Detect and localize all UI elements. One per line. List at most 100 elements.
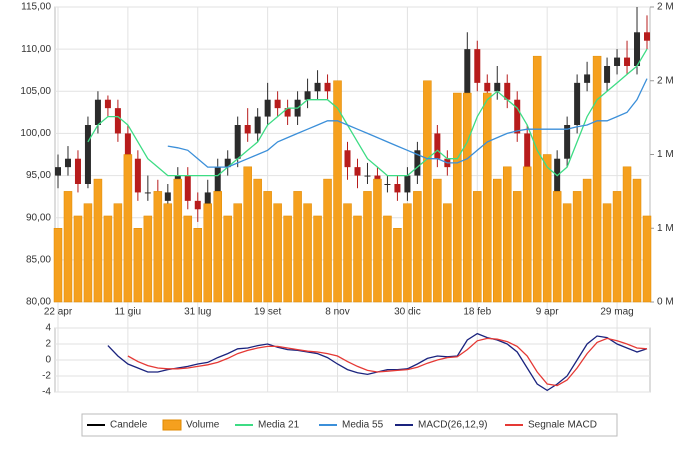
- candle-body: [604, 66, 611, 83]
- legend-label: Candele: [110, 420, 148, 431]
- volume-bar: [93, 178, 103, 303]
- volume-bar: [413, 191, 422, 303]
- volume-bar: [592, 55, 602, 303]
- x-tick-label: 9 apr: [536, 307, 559, 318]
- candle-body: [484, 82, 491, 92]
- y-tick-label: 100,00: [20, 128, 51, 139]
- volume-bar: [233, 203, 242, 303]
- y-tick-label: 110,00: [21, 44, 51, 55]
- candle-body: [354, 167, 361, 176]
- volume-bar: [113, 203, 123, 303]
- volume-bar: [393, 228, 402, 303]
- y-tick-label: 2: [45, 339, 51, 350]
- legend-swatch: [162, 419, 182, 431]
- y-tick-label: 80,00: [26, 297, 51, 308]
- candle-body: [344, 150, 351, 168]
- line-series: [87, 48, 648, 177]
- x-tick-label: 19 set: [254, 307, 281, 318]
- candle-body: [634, 32, 641, 66]
- y-tick-label: -4: [42, 387, 51, 398]
- candle-body: [194, 200, 201, 210]
- y-tick-label: 90,00: [26, 212, 51, 223]
- candle-body: [504, 82, 511, 100]
- candle-body: [224, 158, 231, 168]
- volume-bar: [602, 203, 612, 303]
- volume-bar: [642, 215, 652, 303]
- volume-bar: [133, 228, 143, 303]
- legend-label: Volume: [186, 420, 220, 431]
- y2-tick-label: 0 M: [657, 297, 674, 308]
- volume-bar: [522, 166, 532, 303]
- candle-body: [134, 158, 141, 193]
- candle-body: [274, 99, 281, 109]
- volume-bar: [373, 178, 382, 303]
- volume-bar: [383, 215, 392, 303]
- volume-bar: [333, 80, 342, 303]
- volume-bar: [433, 178, 442, 303]
- y2-tick-label: 1 M: [657, 149, 674, 160]
- y-tick-label: 95,00: [26, 170, 51, 181]
- y2-tick-label: 2 M: [657, 75, 674, 86]
- volume-bar: [243, 166, 252, 303]
- y-tick-label: 0: [45, 355, 51, 366]
- candle-body: [164, 192, 171, 201]
- candle-body: [284, 108, 291, 117]
- candle-body: [404, 175, 411, 193]
- volume-bar: [512, 191, 522, 303]
- y-tick-label: 105,00: [20, 86, 51, 97]
- volume-bar: [203, 203, 212, 303]
- y2-tick-label: 1 M: [657, 223, 674, 234]
- candle-body: [574, 82, 581, 125]
- volume-bar: [453, 92, 462, 303]
- candle-body: [234, 125, 241, 159]
- candle-body: [314, 82, 321, 92]
- volume-bar: [473, 191, 482, 303]
- candle-body: [204, 192, 211, 210]
- candle-body: [414, 150, 421, 176]
- candle-body: [214, 167, 221, 193]
- volume-bar: [163, 203, 173, 303]
- volume-bar: [253, 178, 262, 303]
- candle-body: [624, 57, 631, 66]
- volume-bar: [63, 191, 73, 303]
- candle-body: [254, 116, 261, 134]
- y2-tick-label: 2 M: [657, 2, 674, 13]
- line-series: [127, 337, 648, 387]
- candle-body: [264, 99, 271, 117]
- candle-body: [74, 158, 81, 184]
- candle-body: [55, 167, 61, 176]
- volume-bar: [323, 178, 332, 303]
- volume-bar: [542, 154, 552, 303]
- candle-body: [364, 175, 371, 177]
- volume-bar: [552, 191, 562, 303]
- volume-bar: [403, 203, 412, 303]
- volume-bar: [463, 92, 472, 303]
- candle-body: [394, 184, 401, 193]
- volume-bar: [532, 55, 542, 303]
- x-tick-label: 31 lug: [184, 307, 211, 318]
- y-tick-label: 4: [45, 323, 51, 334]
- x-tick-label: 18 feb: [463, 307, 491, 318]
- x-tick-label: 30 dic: [394, 307, 421, 318]
- volume-bar: [293, 191, 302, 303]
- volume-bar: [313, 215, 322, 303]
- candle-body: [244, 125, 251, 134]
- candle-body: [94, 99, 101, 125]
- volume-bar: [193, 228, 203, 303]
- candle-body: [564, 125, 571, 159]
- volume-bar: [343, 203, 352, 303]
- candle-body: [514, 99, 521, 134]
- volume-bar: [572, 191, 582, 303]
- volume-bar: [632, 178, 642, 303]
- x-tick-label: 8 nov: [325, 307, 349, 318]
- volume-bar: [622, 166, 632, 303]
- candle-body: [124, 133, 131, 159]
- volume-bar: [73, 215, 83, 303]
- x-tick-label: 22 apr: [44, 307, 73, 318]
- volume-bar: [612, 191, 622, 303]
- legend-label: Media 21: [258, 420, 300, 431]
- volume-bar: [353, 215, 362, 303]
- x-tick-label: 29 mag: [600, 307, 633, 318]
- line-series: [167, 78, 648, 168]
